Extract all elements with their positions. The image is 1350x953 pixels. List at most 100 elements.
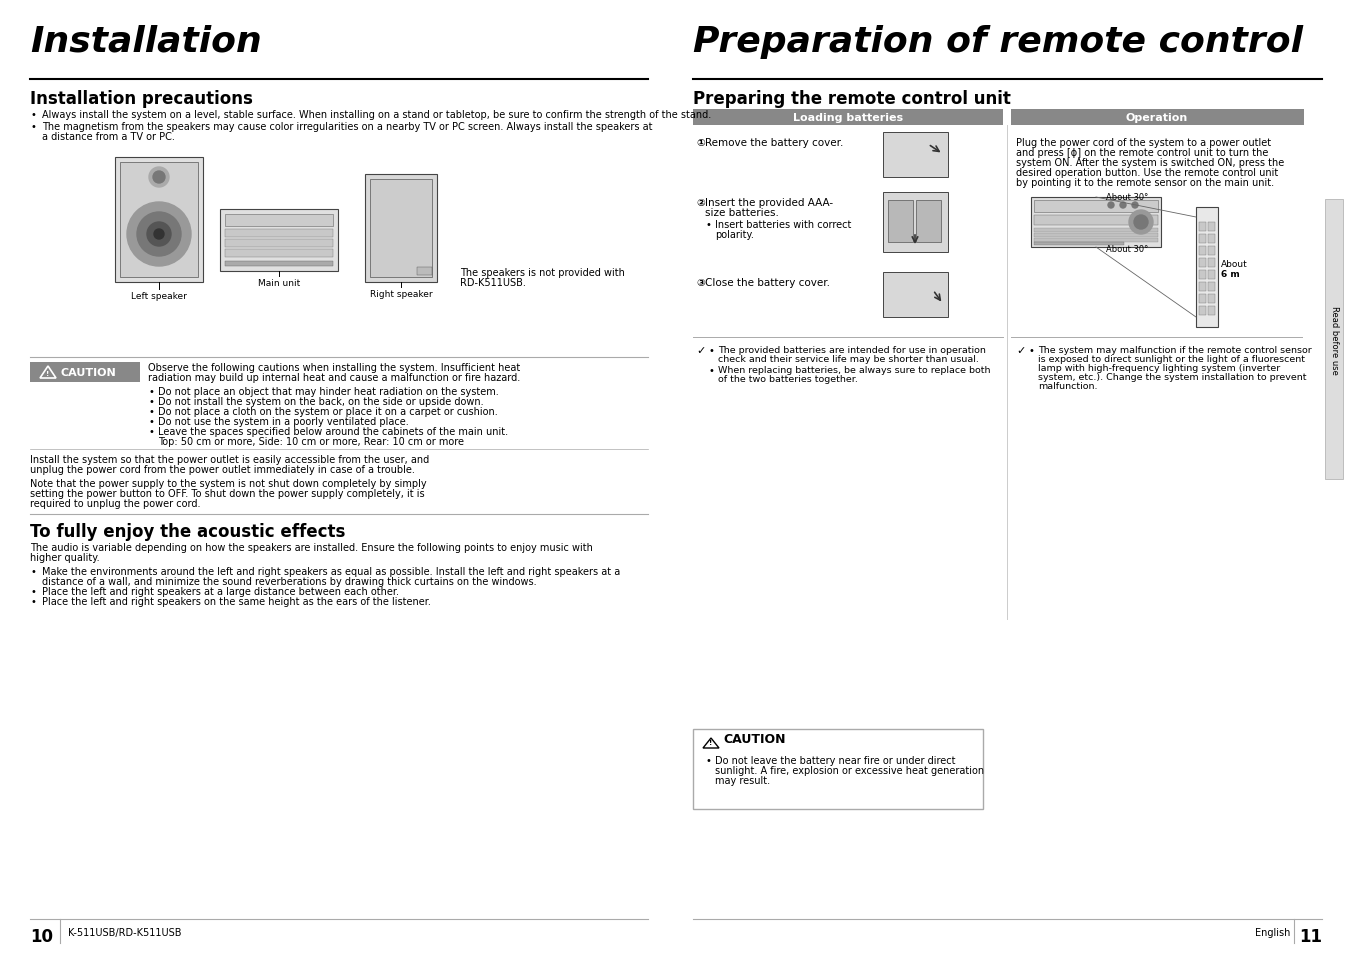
Text: Plug the power cord of the system to a power outlet: Plug the power cord of the system to a p… (1017, 138, 1272, 148)
Bar (1011, 110, 1304, 126)
Text: To fully enjoy the acoustic effects: To fully enjoy the acoustic effects (30, 522, 346, 540)
Circle shape (1120, 203, 1126, 209)
Circle shape (148, 168, 169, 188)
Bar (1034, 215, 1158, 226)
Text: 6 m: 6 m (1220, 270, 1239, 278)
Bar (220, 210, 338, 272)
Text: K-511USB/RD-K511USB: K-511USB/RD-K511USB (68, 927, 181, 937)
Text: When replacing batteries, be always sure to replace both: When replacing batteries, be always sure… (718, 366, 991, 375)
Text: •: • (30, 566, 36, 577)
Bar (225, 240, 333, 248)
Text: •: • (148, 416, 154, 427)
Bar (1208, 234, 1215, 244)
Bar (883, 193, 948, 253)
Bar (1208, 283, 1215, 292)
Text: ②: ② (697, 198, 705, 208)
Text: sunlight. A fire, explosion or excessive heat generation: sunlight. A fire, explosion or excessive… (716, 765, 984, 775)
Text: Do not install the system on the back, on the side or upside down.: Do not install the system on the back, o… (158, 396, 483, 407)
Text: Place the left and right speakers on the same height as the ears of the listener: Place the left and right speakers on the… (42, 597, 431, 606)
Bar (1034, 201, 1158, 213)
Text: •: • (707, 366, 714, 375)
Bar (1034, 229, 1158, 233)
Bar (1199, 223, 1206, 232)
Text: unplug the power cord from the power outlet immediately in case of a trouble.: unplug the power cord from the power out… (30, 464, 414, 475)
Text: Installation precautions: Installation precautions (30, 90, 252, 108)
Text: About 30°: About 30° (1106, 245, 1149, 253)
Bar (1208, 223, 1215, 232)
Text: Do not use the system in a poorly ventilated place.: Do not use the system in a poorly ventil… (158, 416, 409, 427)
Text: ①: ① (697, 138, 705, 148)
Bar (225, 250, 333, 257)
Text: and press [ɸ] on the remote control unit to turn the: and press [ɸ] on the remote control unit… (1017, 148, 1269, 158)
Text: higher quality.: higher quality. (30, 553, 100, 562)
Text: Install the system so that the power outlet is easily accessible from the user, : Install the system so that the power out… (30, 455, 429, 464)
Text: polarity.: polarity. (716, 230, 753, 240)
Text: The provided batteries are intended for use in operation: The provided batteries are intended for … (718, 346, 986, 355)
Text: desired operation button. Use the remote control unit: desired operation button. Use the remote… (1017, 168, 1278, 178)
Bar (1208, 258, 1215, 268)
Circle shape (1134, 215, 1148, 230)
Text: Left speaker: Left speaker (131, 292, 186, 301)
Bar (115, 158, 202, 283)
Text: ✓: ✓ (1017, 346, 1026, 355)
Text: Note that the power supply to the system is not shut down completely by simply: Note that the power supply to the system… (30, 478, 427, 489)
Text: Make the environments around the left and right speakers as equal as possible. I: Make the environments around the left an… (42, 566, 620, 577)
Bar (1208, 294, 1215, 304)
Bar (1199, 307, 1206, 315)
Text: The speakers is not provided with: The speakers is not provided with (460, 268, 625, 277)
Circle shape (153, 172, 165, 184)
Text: Insert the provided AAA-: Insert the provided AAA- (705, 198, 833, 208)
Bar (1199, 294, 1206, 304)
Text: setting the power button to OFF. To shut down the power supply completely, it is: setting the power button to OFF. To shut… (30, 489, 425, 498)
Bar (1208, 271, 1215, 280)
Text: The system may malfunction if the remote control sensor: The system may malfunction if the remote… (1038, 346, 1312, 355)
Text: size batteries.: size batteries. (705, 208, 779, 218)
Text: check and their service life may be shorter than usual.: check and their service life may be shor… (718, 355, 979, 364)
Text: Operation: Operation (1126, 112, 1188, 123)
Text: Remove the battery cover.: Remove the battery cover. (705, 138, 844, 148)
Bar (883, 132, 948, 178)
Text: 10: 10 (30, 927, 53, 945)
Bar (1199, 283, 1206, 292)
Bar (225, 230, 333, 237)
Bar (1208, 247, 1215, 255)
Text: !: ! (46, 371, 50, 376)
Text: Do not place a cloth on the system or place it on a carpet or cushion.: Do not place a cloth on the system or pl… (158, 407, 498, 416)
Bar (1034, 243, 1125, 246)
Text: •: • (30, 597, 36, 606)
Text: is exposed to direct sunlight or the light of a fluorescent: is exposed to direct sunlight or the lig… (1038, 355, 1305, 364)
Text: Observe the following cautions when installing the system. Insufficient heat: Observe the following cautions when inst… (148, 363, 520, 373)
Text: CAUTION: CAUTION (724, 733, 786, 745)
Text: •: • (148, 427, 154, 436)
Text: a distance from a TV or PC.: a distance from a TV or PC. (42, 132, 176, 142)
Text: Close the battery cover.: Close the battery cover. (705, 277, 830, 288)
Circle shape (1133, 203, 1138, 209)
Text: •: • (30, 586, 36, 597)
Text: system ON. After the system is switched ON, press the: system ON. After the system is switched … (1017, 158, 1284, 168)
Text: Preparation of remote control: Preparation of remote control (693, 25, 1303, 59)
Text: •: • (148, 396, 154, 407)
Text: by pointing it to the remote sensor on the main unit.: by pointing it to the remote sensor on t… (1017, 178, 1274, 188)
Text: lamp with high-frequency lighting system (inverter: lamp with high-frequency lighting system… (1038, 364, 1280, 373)
Bar (1199, 258, 1206, 268)
Circle shape (1108, 203, 1114, 209)
Text: •: • (1027, 346, 1034, 355)
Text: !: ! (709, 740, 713, 745)
Text: Do not place an object that may hinder heat radiation on the system.: Do not place an object that may hinder h… (158, 387, 498, 396)
Text: CAUTION: CAUTION (59, 368, 116, 377)
Text: Right speaker: Right speaker (370, 290, 432, 298)
Bar (1199, 234, 1206, 244)
Text: English: English (1254, 927, 1291, 937)
Text: Do not leave the battery near fire or under direct: Do not leave the battery near fire or un… (716, 755, 956, 765)
Text: About: About (1220, 260, 1247, 269)
Text: The magnetism from the speakers may cause color irregularities on a nearby TV or: The magnetism from the speakers may caus… (42, 122, 652, 132)
Bar (1034, 239, 1158, 243)
Bar (1199, 247, 1206, 255)
Bar (364, 174, 437, 283)
Circle shape (147, 223, 171, 247)
Bar (693, 729, 983, 809)
Bar (417, 268, 432, 275)
Text: radiation may build up internal heat and cause a malfunction or fire hazard.: radiation may build up internal heat and… (148, 373, 520, 382)
Text: •: • (148, 387, 154, 396)
Bar (1324, 200, 1343, 479)
